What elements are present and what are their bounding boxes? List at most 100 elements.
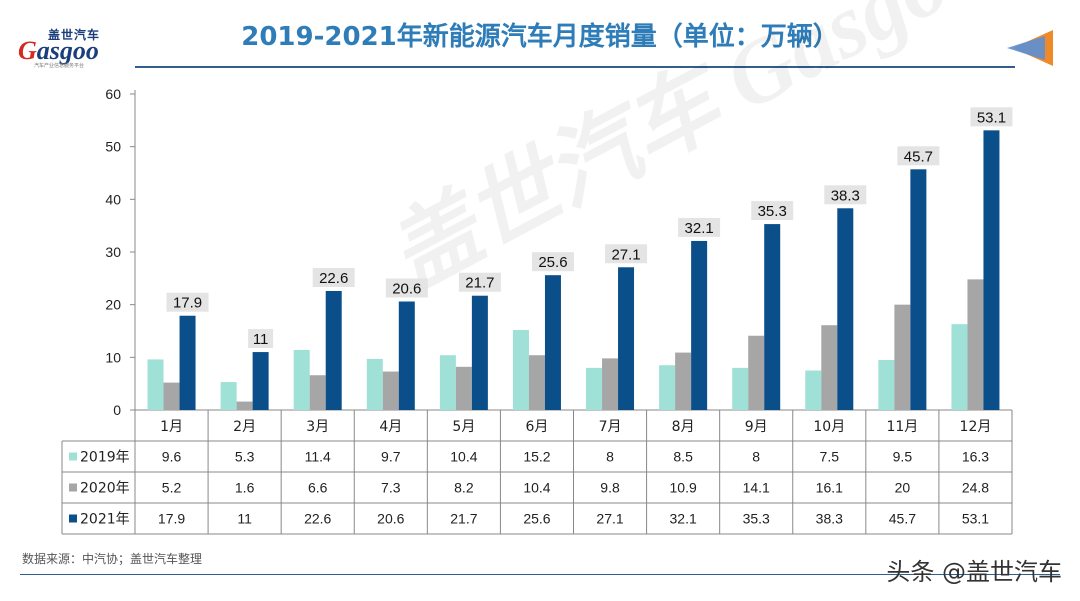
bar-2019年 xyxy=(878,359,895,410)
data-label: 25.6 xyxy=(538,254,567,271)
data-label: 38.3 xyxy=(831,187,860,204)
table-cell: 1.6 xyxy=(235,480,255,496)
y-tick-label: 50 xyxy=(105,139,121,155)
table-cell: 8 xyxy=(752,449,760,465)
bar-2019年 xyxy=(586,367,603,410)
bar-2021年 xyxy=(691,240,708,410)
data-label: 21.7 xyxy=(465,275,494,292)
legend-label: 2019年 xyxy=(80,450,130,466)
table-cell: 24.8 xyxy=(962,480,989,496)
table-cell: 5.3 xyxy=(235,449,255,465)
table-cell: 16.3 xyxy=(962,449,989,465)
bar-2021年 xyxy=(983,130,1000,410)
data-label-bg xyxy=(678,217,721,237)
data-label: 20.6 xyxy=(392,281,421,298)
y-tick-label: 60 xyxy=(105,86,121,102)
table-cell: 45.7 xyxy=(889,511,916,527)
data-label: 35.3 xyxy=(758,203,787,220)
bar-2021年 xyxy=(837,208,854,410)
data-label-bg xyxy=(970,107,1013,127)
bar-2020年 xyxy=(821,325,838,410)
gasgoo-logo: 盖世汽车 Gasgoo 汽车产业信息服务平台 xyxy=(12,26,122,70)
bar-2020年 xyxy=(528,355,545,410)
table-cell: 10.9 xyxy=(670,480,697,496)
table-cell: 38.3 xyxy=(816,511,843,527)
x-tick-label: 11月 xyxy=(886,419,918,435)
data-label-bg xyxy=(751,201,794,221)
table-cell: 9.5 xyxy=(893,449,913,465)
x-tick-label: 5月 xyxy=(452,419,475,435)
table-cell: 15.2 xyxy=(523,449,550,465)
bar-2019年 xyxy=(732,367,749,410)
data-label: 27.1 xyxy=(611,246,640,263)
x-tick-label: 12月 xyxy=(960,419,992,435)
bar-2020年 xyxy=(163,382,180,410)
table-cell: 9.6 xyxy=(162,449,182,465)
x-tick-label: 10月 xyxy=(813,419,845,435)
logo-cn-text: 盖世汽车 xyxy=(48,28,101,42)
table-cell: 14.1 xyxy=(743,480,770,496)
table-cell: 27.1 xyxy=(596,511,623,527)
data-label: 32.1 xyxy=(685,220,714,237)
table-cell: 11 xyxy=(237,511,252,527)
table-cell: 6.6 xyxy=(308,480,328,496)
bar-2020年 xyxy=(894,304,911,410)
bar-2020年 xyxy=(236,401,253,410)
table-cell: 5.2 xyxy=(162,480,182,496)
table-cell: 16.1 xyxy=(816,480,843,496)
bar-2019年 xyxy=(293,349,310,410)
y-tick-label: 40 xyxy=(105,191,121,207)
bar-2019年 xyxy=(805,370,822,410)
x-tick-label: 8月 xyxy=(672,419,695,435)
y-tick-label: 30 xyxy=(105,244,121,260)
bar-2019年 xyxy=(147,359,164,410)
x-tick-label: 3月 xyxy=(306,419,329,435)
chart-title: 2019-2021年新能源汽车月度销量（单位：万辆） xyxy=(241,22,839,52)
table-cell: 9.7 xyxy=(381,449,401,465)
bar-2020年 xyxy=(675,352,692,410)
legend-swatch xyxy=(69,514,77,523)
credit-watermark: 头条 @盖世汽车 xyxy=(886,558,1062,586)
y-tick-label: 10 xyxy=(105,349,121,365)
table-cell: 11.4 xyxy=(305,449,331,465)
table-cell: 20 xyxy=(895,480,911,496)
table-cell: 8.5 xyxy=(673,449,693,465)
table-cell: 8 xyxy=(606,449,614,465)
bar-2021年 xyxy=(252,352,269,410)
table-cell: 17.9 xyxy=(158,511,185,527)
data-label: 17.9 xyxy=(173,295,202,312)
x-tick-label: 1月 xyxy=(160,419,183,435)
bar-2021年 xyxy=(618,267,635,410)
table-cell: 10.4 xyxy=(523,480,550,496)
bar-2020年 xyxy=(309,375,326,410)
bar-2021年 xyxy=(179,315,196,410)
data-label: 22.6 xyxy=(319,270,348,287)
data-label: 11 xyxy=(253,331,269,348)
logo-subtitle: 汽车产业信息服务平台 xyxy=(34,63,85,69)
bar-2021年 xyxy=(910,169,927,410)
bar-2021年 xyxy=(544,275,561,410)
table-cell: 21.7 xyxy=(450,511,477,527)
bar-2020年 xyxy=(967,279,984,410)
logo-en-text: Gasgoo xyxy=(18,36,99,65)
data-label-bg xyxy=(385,278,428,298)
legend-label: 2021年 xyxy=(80,512,130,528)
legend-label: 2020年 xyxy=(80,481,130,497)
data-label: 53.1 xyxy=(977,109,1006,126)
table-cell: 32.1 xyxy=(670,511,697,527)
x-tick-label: 2月 xyxy=(233,419,256,435)
bar-2019年 xyxy=(220,382,237,410)
bar-2021年 xyxy=(325,290,342,410)
back-arrow-icon[interactable] xyxy=(1005,28,1055,68)
bar-2019年 xyxy=(512,329,529,410)
bar-2021年 xyxy=(398,301,415,410)
bar-2019年 xyxy=(366,358,383,410)
bar-2021年 xyxy=(764,224,781,410)
data-label-bg xyxy=(897,146,940,166)
data-label-bg xyxy=(166,292,209,312)
data-label-bg xyxy=(248,329,274,349)
table-cell: 53.1 xyxy=(962,511,989,527)
legend-swatch xyxy=(69,452,77,461)
bar-2019年 xyxy=(659,365,676,410)
